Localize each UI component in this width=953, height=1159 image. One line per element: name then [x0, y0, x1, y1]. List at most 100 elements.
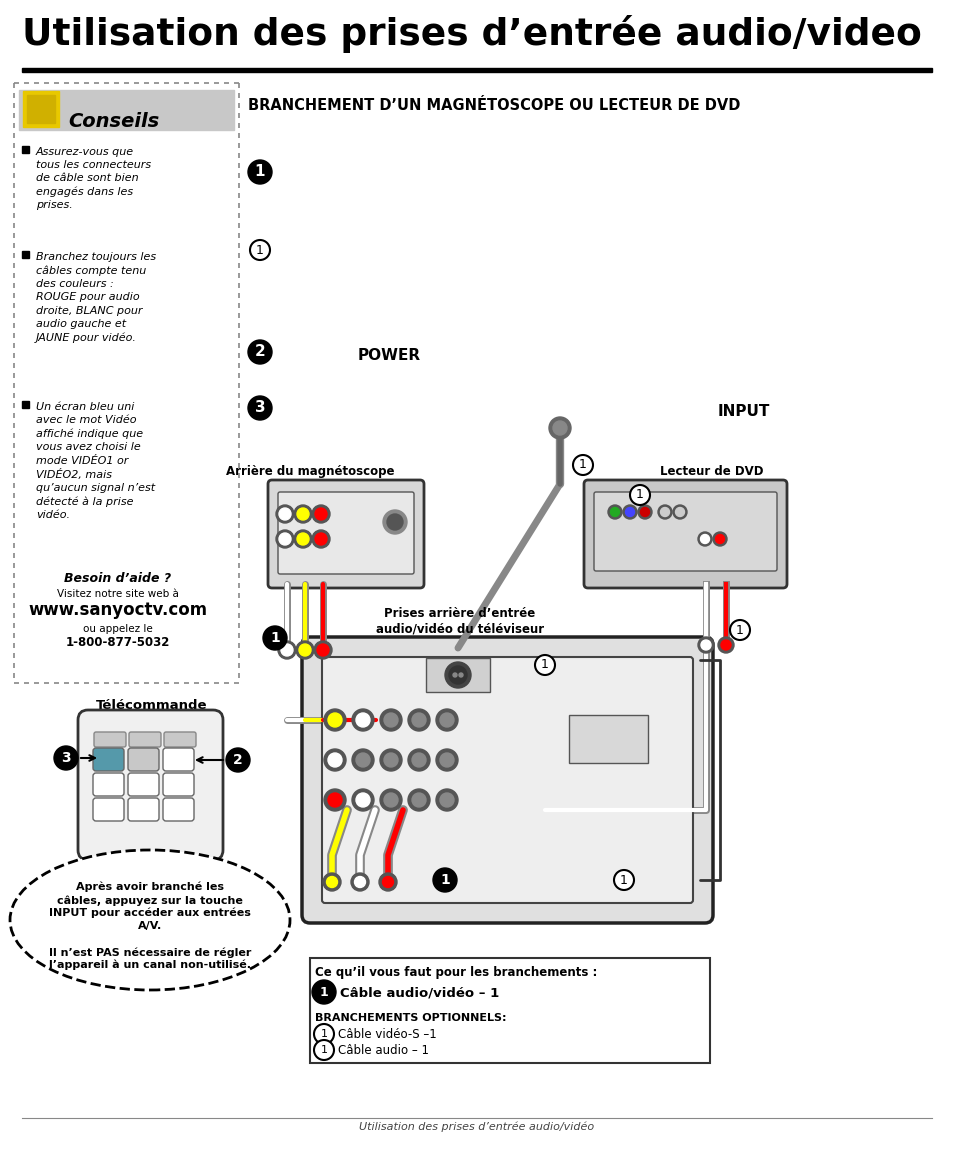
Text: BRANCHEMENT D’UN MAGNÉTOSCOPE OU LECTEUR DE DVD: BRANCHEMENT D’UN MAGNÉTOSCOPE OU LECTEUR…	[248, 99, 740, 112]
Circle shape	[314, 1025, 334, 1044]
Text: 1: 1	[578, 459, 586, 472]
Circle shape	[298, 644, 311, 656]
Text: câbles, appuyez sur la touche: câbles, appuyez sur la touche	[57, 895, 243, 905]
Circle shape	[622, 505, 637, 519]
Circle shape	[384, 753, 397, 767]
Text: Branchez toujours les
câbles compte tenu
des couleurs :
ROUGE pour audio
droite,: Branchez toujours les câbles compte tenu…	[36, 252, 156, 343]
Circle shape	[355, 793, 370, 807]
Circle shape	[275, 530, 294, 548]
Circle shape	[458, 673, 462, 677]
Circle shape	[296, 508, 309, 520]
Circle shape	[412, 793, 426, 807]
Circle shape	[324, 749, 346, 771]
Circle shape	[278, 508, 291, 520]
Circle shape	[720, 640, 730, 650]
Text: BRANCHEMENTS OPTIONNELS:: BRANCHEMENTS OPTIONNELS:	[314, 1013, 506, 1023]
Circle shape	[324, 789, 346, 811]
Text: l’appareil à un canal non-utilisé.: l’appareil à un canal non-utilisé.	[49, 960, 251, 970]
Circle shape	[277, 641, 295, 659]
Circle shape	[294, 530, 312, 548]
Circle shape	[295, 641, 314, 659]
Circle shape	[382, 510, 407, 534]
Circle shape	[449, 666, 467, 684]
Circle shape	[553, 421, 566, 435]
Text: 1: 1	[254, 165, 265, 180]
FancyBboxPatch shape	[277, 493, 414, 574]
Text: 3: 3	[61, 751, 71, 765]
Text: 1: 1	[320, 1029, 327, 1038]
Bar	[310, 958, 709, 1063]
Circle shape	[444, 662, 471, 688]
FancyBboxPatch shape	[128, 748, 159, 771]
Circle shape	[629, 484, 649, 505]
FancyBboxPatch shape	[92, 773, 124, 796]
Text: Utilisation des prises d’entrée audio/video: Utilisation des prises d’entrée audio/vi…	[22, 15, 921, 53]
Circle shape	[610, 508, 618, 517]
Circle shape	[324, 709, 346, 731]
FancyBboxPatch shape	[163, 748, 193, 771]
FancyBboxPatch shape	[268, 480, 423, 588]
FancyBboxPatch shape	[583, 480, 786, 588]
Circle shape	[323, 873, 340, 891]
Circle shape	[384, 713, 397, 727]
Text: Visitez notre site web à: Visitez notre site web à	[57, 589, 179, 599]
Circle shape	[352, 749, 374, 771]
FancyBboxPatch shape	[92, 748, 124, 771]
Text: INPUT: INPUT	[718, 404, 770, 420]
Ellipse shape	[10, 850, 290, 990]
FancyBboxPatch shape	[164, 732, 195, 748]
Circle shape	[355, 753, 370, 767]
Circle shape	[328, 793, 341, 807]
FancyBboxPatch shape	[302, 637, 712, 923]
Text: Conseils: Conseils	[68, 112, 159, 131]
Text: 1: 1	[439, 873, 450, 887]
Circle shape	[638, 505, 651, 519]
Circle shape	[355, 713, 370, 727]
Circle shape	[700, 640, 710, 650]
Circle shape	[712, 532, 726, 546]
Text: 1: 1	[736, 624, 743, 636]
Text: 3: 3	[254, 401, 265, 415]
Circle shape	[382, 876, 393, 888]
FancyBboxPatch shape	[594, 493, 776, 571]
Bar	[27, 95, 55, 123]
Bar	[19, 90, 233, 130]
Circle shape	[384, 793, 397, 807]
Bar	[23, 92, 59, 127]
Text: Câble audio/vidéo – 1: Câble audio/vidéo – 1	[339, 986, 498, 999]
Circle shape	[672, 505, 686, 519]
Circle shape	[729, 620, 749, 640]
Circle shape	[250, 240, 270, 260]
Circle shape	[433, 868, 456, 892]
Circle shape	[387, 513, 402, 530]
Circle shape	[248, 396, 272, 420]
Circle shape	[614, 870, 634, 890]
Circle shape	[328, 713, 341, 727]
Text: Lecteur de DVD: Lecteur de DVD	[659, 465, 762, 478]
Circle shape	[351, 873, 369, 891]
Text: Utilisation des prises d’entrée audio/vidéo: Utilisation des prises d’entrée audio/vi…	[359, 1122, 594, 1132]
Circle shape	[248, 160, 272, 184]
FancyBboxPatch shape	[78, 710, 223, 860]
Text: INPUT pour accéder aux entrées: INPUT pour accéder aux entrées	[49, 907, 251, 918]
Bar	[22, 401, 29, 408]
Circle shape	[355, 876, 365, 888]
Text: 2: 2	[254, 344, 265, 359]
Text: A/V.: A/V.	[138, 921, 162, 931]
Circle shape	[573, 455, 593, 475]
Circle shape	[379, 789, 401, 811]
Circle shape	[658, 505, 671, 519]
Text: Câble vidéo-S –1: Câble vidéo-S –1	[337, 1028, 436, 1041]
Circle shape	[316, 644, 329, 656]
Circle shape	[639, 508, 649, 517]
Circle shape	[436, 749, 457, 771]
Circle shape	[453, 673, 456, 677]
Text: Après avoir branché les: Après avoir branché les	[76, 882, 224, 892]
Circle shape	[436, 709, 457, 731]
Circle shape	[715, 534, 723, 544]
Circle shape	[312, 981, 335, 1004]
Circle shape	[548, 417, 571, 439]
FancyBboxPatch shape	[568, 715, 647, 763]
Circle shape	[352, 709, 374, 731]
Bar	[22, 252, 29, 258]
